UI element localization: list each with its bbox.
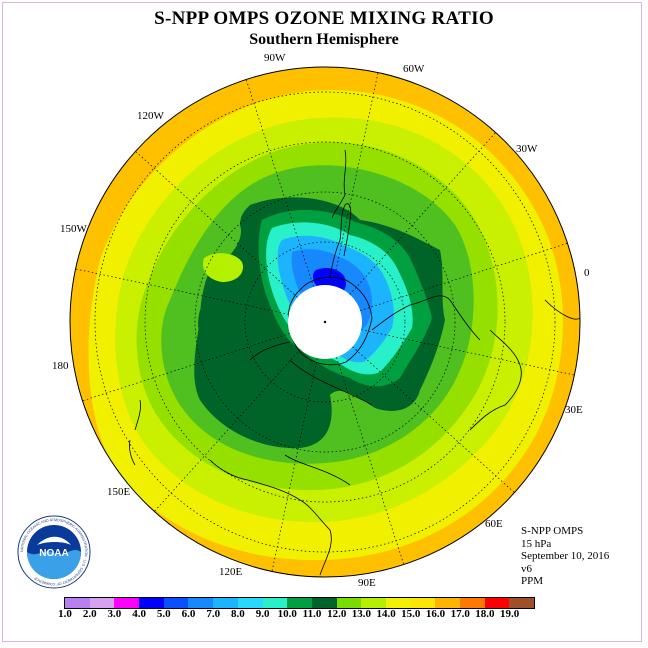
- meridian-label-150e: 150E: [107, 486, 131, 498]
- meridian-line: [361, 329, 575, 376]
- colorbar-swatch: [361, 598, 386, 608]
- colorbar-ticks: 1.0 2.0 3.0 4.0 5.0 6.0 7.0 8.0 9.0 10.0 11.0 12.0 1…: [0, 608, 648, 622]
- meridian-label-120e: 120E: [219, 566, 243, 578]
- colorbar: [64, 597, 536, 609]
- colorbar-tick-label: 6.0: [181, 608, 196, 620]
- meridian-line: [154, 349, 301, 512]
- meridian-label-30e: 30E: [565, 404, 583, 416]
- info-block: S-NPP OMPS 15 hPa September 10, 2016 v6 …: [521, 525, 609, 588]
- meridian-line: [336, 357, 405, 565]
- page-frame: [2, 2, 642, 642]
- meridian-label-0: 0: [584, 267, 590, 279]
- meridian-line: [349, 132, 496, 295]
- colorbar-swatch: [311, 598, 337, 608]
- ozone-blob-lime-150w: [202, 253, 244, 282]
- colorbar-swatch: [410, 598, 436, 608]
- colorbar-swatch: [89, 598, 115, 608]
- meridian-line: [135, 151, 298, 298]
- meridian-label-90e: 90E: [358, 577, 376, 589]
- colorbar-swatch: [262, 598, 288, 608]
- colorbar-swatch: [509, 598, 535, 608]
- noaa-logo: NOAA NATIONAL OCEANIC AND ATMOSPHERIC AD…: [17, 515, 91, 589]
- info-units: PPM: [521, 575, 544, 587]
- coastlines: [129, 149, 580, 576]
- info-instrument: S-NPP OMPS: [521, 525, 584, 537]
- info-version: v6: [521, 562, 532, 575]
- colorbar-swatch: [213, 598, 238, 608]
- ozone-lobe-dark-green-west: [198, 310, 281, 361]
- colorbar-tick-label: 9.0: [255, 608, 270, 620]
- meridian-line: [360, 242, 568, 311]
- colorbar-tick-label: 7.0: [206, 608, 221, 620]
- meridian-label-150w: 150W: [60, 223, 87, 235]
- info-date: September 10, 2016: [521, 550, 610, 562]
- colorbar-swatch: [460, 598, 485, 608]
- colorbar-tick-label: 17.0: [450, 608, 470, 620]
- logo-text: NOAA: [39, 548, 68, 559]
- colorbar-tick-label: 5.0: [156, 608, 171, 620]
- colorbar-tick-label: 13.0: [351, 608, 372, 620]
- colorbar-swatch: [435, 598, 460, 608]
- meridian-line: [332, 72, 379, 286]
- colorbar-tick-label: 1.0: [58, 608, 72, 620]
- colorbar-tick-label: 11.0: [302, 608, 322, 620]
- colorbar-tick-label: 3.0: [107, 608, 122, 620]
- colorbar-swatch: [163, 598, 189, 608]
- meridian-line: [75, 268, 289, 315]
- meridian-label-60w: 60W: [403, 63, 425, 75]
- colorbar-tick-label: 2.0: [82, 608, 97, 620]
- colorbar-tick-label: 19.0: [499, 608, 520, 620]
- colorbar-swatch: [385, 598, 411, 608]
- meridian-label-30w: 30W: [516, 143, 538, 155]
- meridian-label-60e: 60E: [485, 518, 503, 530]
- colorbar-tick-label: 14.0: [376, 608, 396, 620]
- colorbar-tick-label: 4.0: [132, 608, 146, 620]
- map-title: S-NPP OMPS OZONE MIXING RATIO: [154, 8, 494, 29]
- colorbar-tick-label: 10.0: [277, 608, 297, 620]
- colorbar-swatch: [336, 598, 362, 608]
- colorbar-swatch: [188, 598, 214, 608]
- graticule: [94, 91, 556, 553]
- colorbar-swatch: [287, 598, 312, 608]
- colorbar-tick-label: 12.0: [327, 608, 347, 620]
- meridian-label-90w: 90W: [264, 52, 286, 64]
- meridian-line: [271, 358, 318, 572]
- colorbar-tick-label: 16.0: [425, 608, 446, 620]
- colorbar-swatch: [139, 598, 164, 608]
- colorbar-tick-label: 8.0: [231, 608, 245, 620]
- meridian-line: [245, 79, 314, 287]
- meridian-lines: [75, 72, 575, 572]
- colorbar-swatch: [237, 598, 263, 608]
- colorbar-tick-label: 18.0: [475, 608, 495, 620]
- info-level: 15 hPa: [521, 537, 552, 550]
- colorbar-tick-label: 15.0: [401, 608, 421, 620]
- colorbar-swatch: [114, 598, 140, 608]
- map-subtitle: Southern Hemisphere: [249, 31, 399, 48]
- meridian-label-120w: 120W: [137, 110, 164, 122]
- colorbar-swatch: [484, 598, 510, 608]
- meridian-label-180: 180: [52, 360, 69, 372]
- colorbar-swatch: [65, 598, 90, 608]
- meridian-line: [352, 346, 515, 493]
- meridian-line: [82, 333, 290, 402]
